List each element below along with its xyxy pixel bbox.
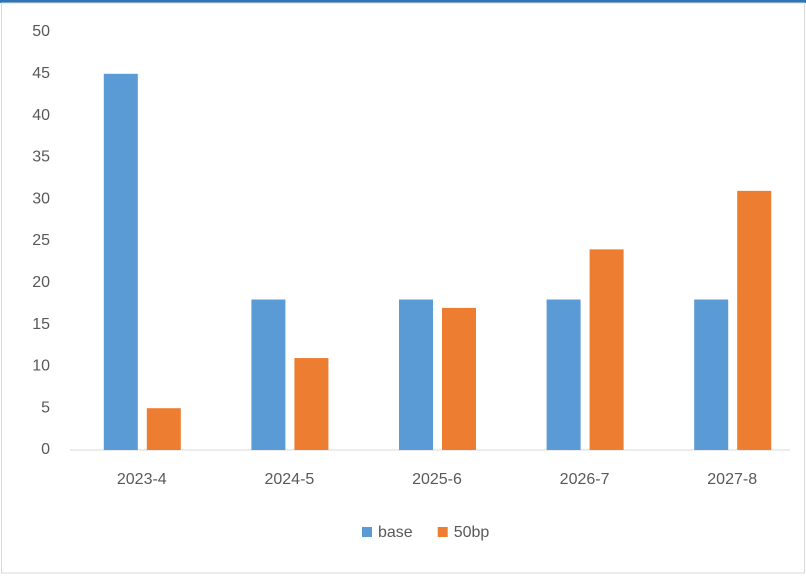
bar bbox=[399, 299, 433, 450]
y-tick-label: 25 bbox=[32, 232, 50, 249]
x-tick-label: 2024-5 bbox=[264, 471, 314, 488]
y-tick-label: 20 bbox=[32, 274, 50, 291]
y-tick-label: 50 bbox=[32, 23, 50, 40]
legend-label: 50bp bbox=[454, 524, 490, 541]
bar bbox=[103, 73, 138, 451]
legend-label: base bbox=[378, 524, 413, 541]
bar bbox=[694, 299, 729, 450]
y-tick-label: 15 bbox=[32, 316, 50, 333]
y-tick-label: 30 bbox=[32, 190, 50, 207]
y-tick-label: 35 bbox=[32, 149, 50, 166]
bar bbox=[737, 190, 772, 450]
y-tick-label: 10 bbox=[32, 358, 50, 375]
x-tick-label: 2025-6 bbox=[412, 471, 462, 488]
legend-swatch bbox=[437, 527, 448, 537]
x-tick-label: 2027-8 bbox=[707, 471, 757, 488]
y-tick-label: 45 bbox=[32, 65, 50, 82]
y-tick-label: 5 bbox=[41, 399, 50, 416]
bar bbox=[251, 299, 286, 450]
bar bbox=[546, 299, 581, 450]
bar bbox=[442, 307, 476, 450]
bar bbox=[146, 408, 181, 450]
x-tick-label: 2023-4 bbox=[117, 471, 167, 488]
legend-swatch bbox=[362, 527, 372, 537]
frame bbox=[1, 2, 805, 574]
top-border bbox=[0, 0, 806, 3]
bar bbox=[589, 249, 624, 450]
bar bbox=[294, 358, 329, 450]
y-tick-label: 0 bbox=[41, 441, 50, 458]
x-tick-label: 2026-7 bbox=[560, 471, 610, 488]
y-tick-label: 40 bbox=[32, 107, 50, 124]
